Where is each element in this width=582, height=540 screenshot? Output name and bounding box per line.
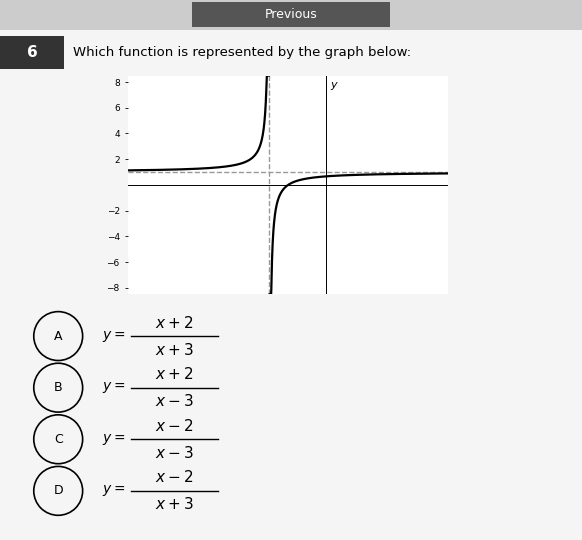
Text: Which function is represented by the graph below:: Which function is represented by the gra…: [73, 46, 411, 59]
Text: $x+2$: $x+2$: [155, 366, 194, 382]
FancyBboxPatch shape: [0, 36, 64, 69]
Text: 6: 6: [27, 45, 37, 60]
Text: $x-3$: $x-3$: [155, 445, 194, 461]
Text: $y=$: $y=$: [102, 328, 125, 343]
Text: y: y: [330, 79, 336, 90]
Text: $x+3$: $x+3$: [155, 496, 194, 512]
Text: D: D: [54, 484, 63, 497]
Text: A: A: [54, 329, 62, 342]
Text: $y=$: $y=$: [102, 483, 125, 498]
Text: $x-2$: $x-2$: [155, 469, 194, 485]
FancyBboxPatch shape: [192, 2, 390, 28]
Text: $y=$: $y=$: [102, 432, 125, 447]
Text: C: C: [54, 433, 63, 446]
Text: $x+3$: $x+3$: [155, 342, 194, 357]
Text: B: B: [54, 381, 62, 394]
Text: $y=$: $y=$: [102, 380, 125, 395]
Text: $x+2$: $x+2$: [155, 315, 194, 330]
Text: $x-3$: $x-3$: [155, 393, 194, 409]
Text: $x-2$: $x-2$: [155, 418, 194, 434]
Text: Previous: Previous: [265, 8, 317, 22]
